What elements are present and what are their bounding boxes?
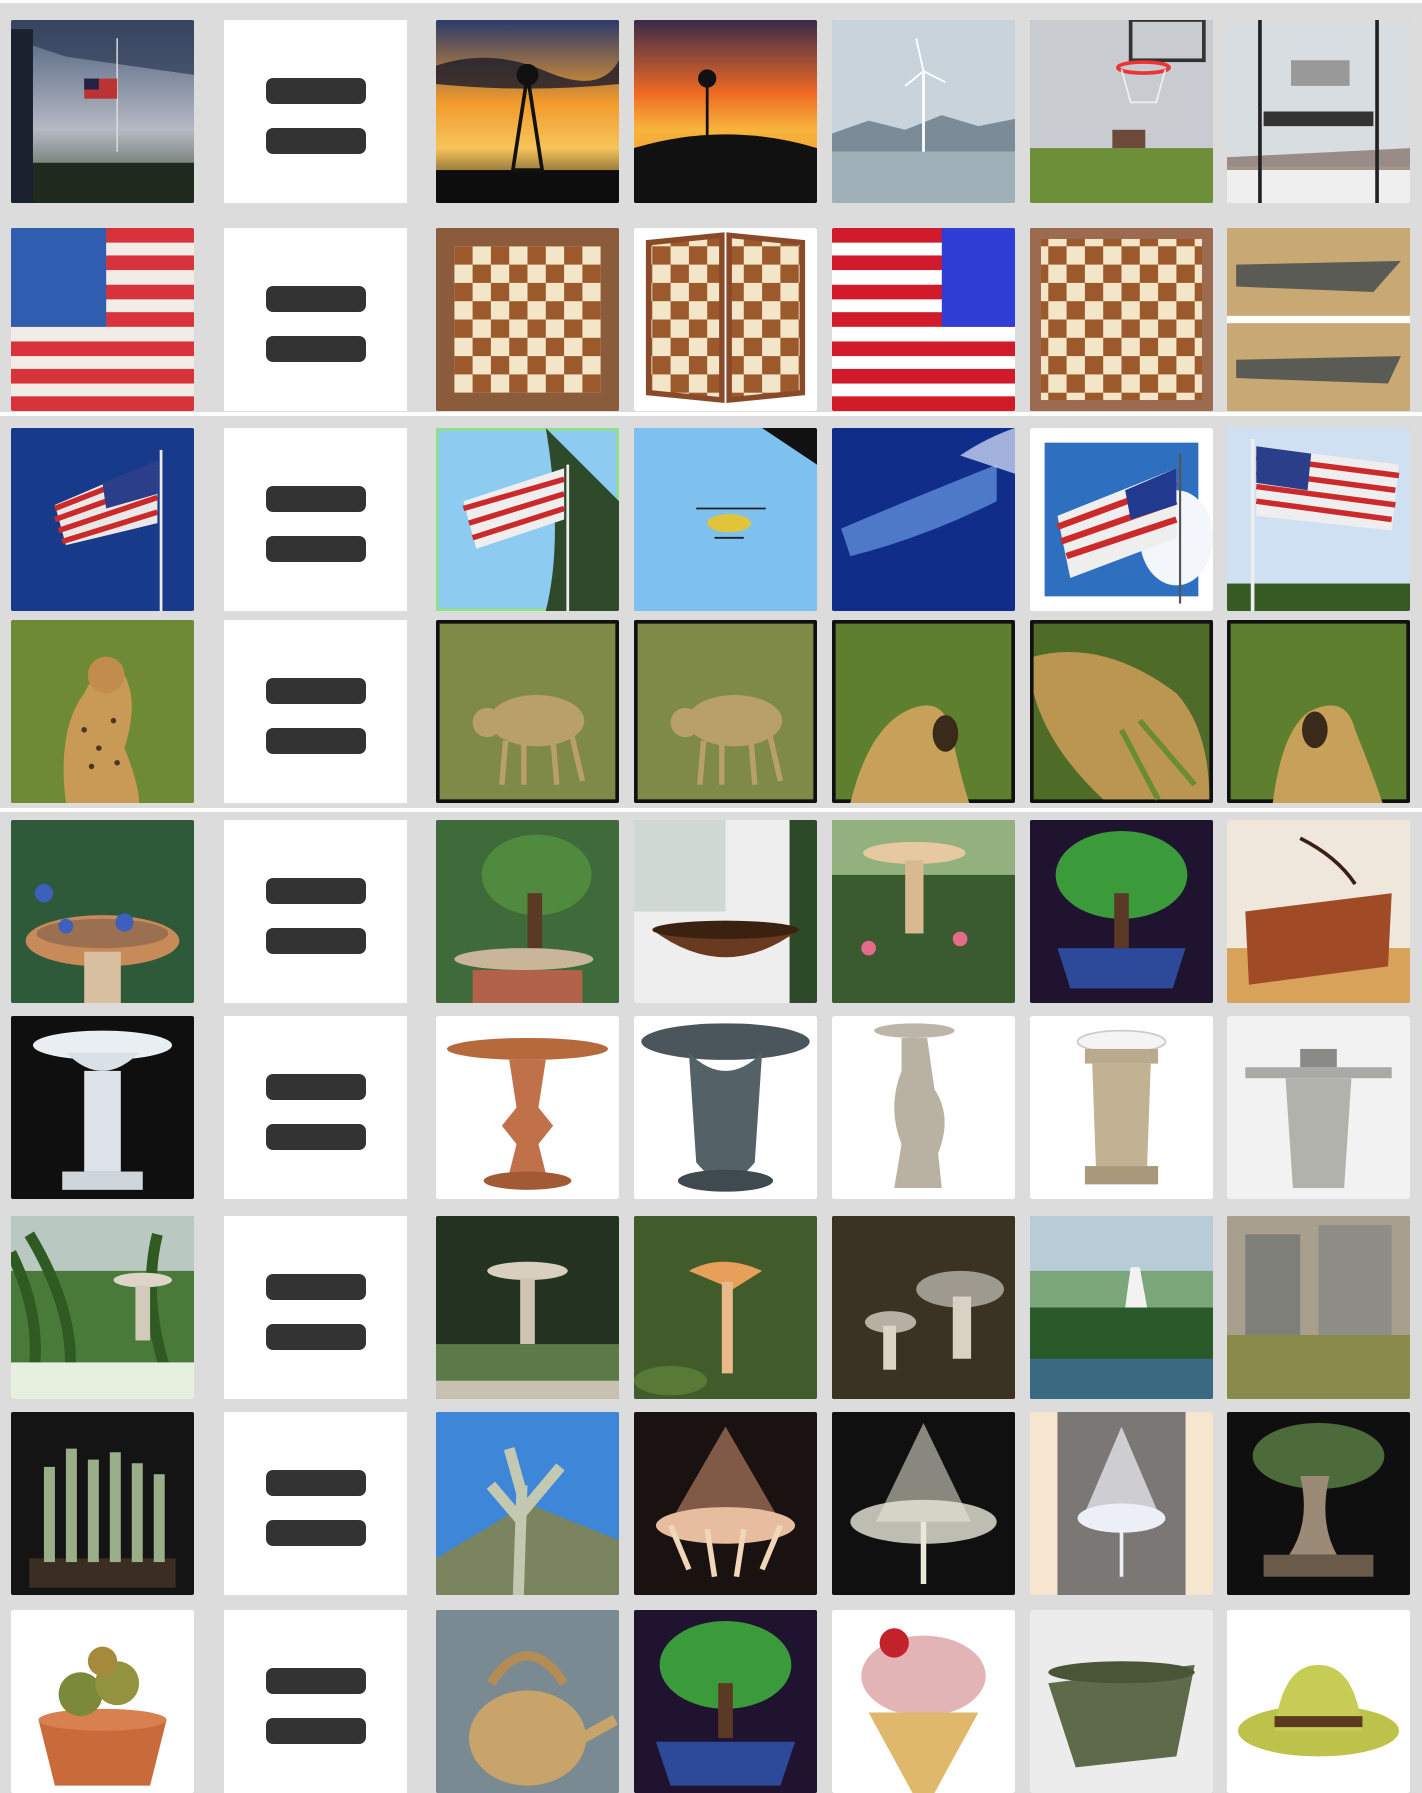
result-image[interactable] <box>832 820 1015 1003</box>
result-image[interactable] <box>436 20 619 203</box>
result-image[interactable] <box>832 1016 1015 1199</box>
query-image[interactable] <box>11 20 194 203</box>
result-image[interactable] <box>1227 1216 1410 1399</box>
equals-sign-icon <box>265 1268 366 1350</box>
result-image[interactable] <box>832 620 1015 803</box>
equals-tile <box>224 228 407 411</box>
result-image[interactable] <box>832 428 1015 611</box>
equals-tile <box>224 20 407 203</box>
result-image[interactable] <box>1227 1412 1410 1595</box>
result-image[interactable] <box>634 1216 817 1399</box>
result-image[interactable] <box>1030 620 1213 803</box>
result-image[interactable] <box>1030 228 1213 411</box>
row-separator <box>0 808 1422 812</box>
equals-sign-icon <box>265 72 366 154</box>
result-image[interactable] <box>832 1412 1015 1595</box>
result-image[interactable] <box>436 620 619 803</box>
equals-sign-icon <box>265 480 366 562</box>
equals-sign-icon <box>265 872 366 954</box>
result-image[interactable] <box>832 1610 1015 1793</box>
result-image[interactable] <box>634 1016 817 1199</box>
equals-tile <box>224 620 407 803</box>
query-image[interactable] <box>11 1412 194 1595</box>
equals-tile <box>224 1610 407 1793</box>
result-image[interactable] <box>1030 428 1213 611</box>
result-image[interactable] <box>1227 428 1410 611</box>
result-image[interactable] <box>832 1216 1015 1399</box>
result-image[interactable] <box>832 228 1015 411</box>
equals-tile <box>224 1016 407 1199</box>
result-image[interactable] <box>1227 820 1410 1003</box>
equals-sign-icon <box>265 1068 366 1150</box>
result-image[interactable] <box>436 820 619 1003</box>
result-image[interactable] <box>634 428 817 611</box>
query-image[interactable] <box>11 820 194 1003</box>
result-image[interactable] <box>1227 620 1410 803</box>
result-image[interactable] <box>634 20 817 203</box>
result-image[interactable] <box>1227 228 1410 411</box>
result-image[interactable] <box>436 1610 619 1793</box>
equals-tile <box>224 1412 407 1595</box>
equals-tile <box>224 820 407 1003</box>
result-image[interactable] <box>1030 20 1213 203</box>
result-image[interactable] <box>436 228 619 411</box>
query-image[interactable] <box>11 620 194 803</box>
equals-tile <box>224 428 407 611</box>
result-image[interactable] <box>1030 820 1213 1003</box>
equals-sign-icon <box>265 1662 366 1744</box>
result-image[interactable] <box>436 1016 619 1199</box>
result-image[interactable] <box>634 228 817 411</box>
top-border <box>0 0 1422 3</box>
result-image[interactable] <box>1030 1610 1213 1793</box>
equals-sign-icon <box>265 280 366 362</box>
result-image[interactable] <box>1227 1016 1410 1199</box>
row-separator <box>0 412 1422 416</box>
result-image[interactable] <box>1030 1016 1213 1199</box>
result-image[interactable] <box>634 1412 817 1595</box>
result-image[interactable] <box>832 20 1015 203</box>
result-image[interactable] <box>436 1216 619 1399</box>
result-image[interactable] <box>1030 1412 1213 1595</box>
equals-sign-icon <box>265 672 366 754</box>
result-image[interactable] <box>436 1412 619 1595</box>
query-image[interactable] <box>11 428 194 611</box>
result-image[interactable] <box>1227 1610 1410 1793</box>
result-image[interactable] <box>634 820 817 1003</box>
equals-sign-icon <box>265 1464 366 1546</box>
equals-tile <box>224 1216 407 1399</box>
result-image[interactable] <box>1227 20 1410 203</box>
result-image[interactable] <box>436 428 619 611</box>
query-image[interactable] <box>11 1610 194 1793</box>
result-image[interactable] <box>1030 1216 1213 1399</box>
result-image[interactable] <box>634 620 817 803</box>
query-image[interactable] <box>11 1016 194 1199</box>
query-image[interactable] <box>11 228 194 411</box>
result-image[interactable] <box>634 1610 817 1793</box>
query-image[interactable] <box>11 1216 194 1399</box>
